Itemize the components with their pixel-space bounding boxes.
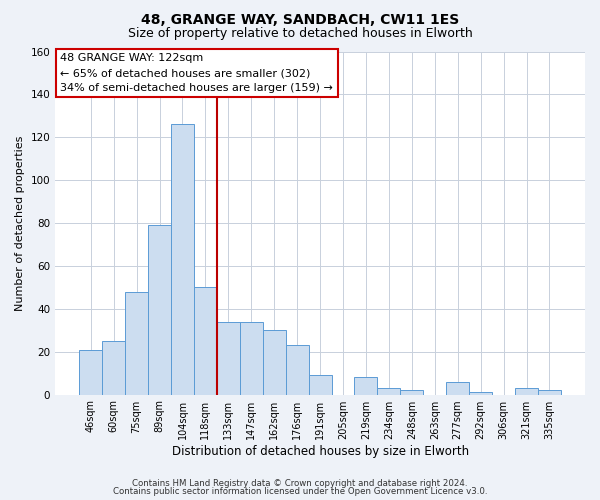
Bar — [355, 378, 377, 394]
Text: 48, GRANGE WAY, SANDBACH, CW11 1ES: 48, GRANGE WAY, SANDBACH, CW11 1ES — [141, 12, 459, 26]
Text: Contains public sector information licensed under the Open Government Licence v3: Contains public sector information licen… — [113, 487, 487, 496]
Y-axis label: Number of detached properties: Number of detached properties — [15, 136, 25, 310]
Bar — [377, 388, 400, 394]
Bar — [240, 322, 263, 394]
Bar — [263, 330, 286, 394]
Bar — [400, 390, 423, 394]
Bar — [286, 346, 308, 395]
Bar — [125, 292, 148, 395]
X-axis label: Distribution of detached houses by size in Elworth: Distribution of detached houses by size … — [172, 444, 469, 458]
Bar — [469, 392, 492, 394]
Bar — [79, 350, 102, 395]
Bar — [515, 388, 538, 394]
Bar — [308, 376, 332, 394]
Bar — [538, 390, 561, 394]
Bar — [217, 322, 240, 394]
Bar — [446, 382, 469, 394]
Text: 48 GRANGE WAY: 122sqm
← 65% of detached houses are smaller (302)
34% of semi-det: 48 GRANGE WAY: 122sqm ← 65% of detached … — [61, 53, 334, 93]
Bar — [194, 288, 217, 395]
Text: Size of property relative to detached houses in Elworth: Size of property relative to detached ho… — [128, 28, 472, 40]
Text: Contains HM Land Registry data © Crown copyright and database right 2024.: Contains HM Land Registry data © Crown c… — [132, 478, 468, 488]
Bar — [148, 225, 171, 394]
Bar — [102, 341, 125, 394]
Bar — [171, 124, 194, 394]
